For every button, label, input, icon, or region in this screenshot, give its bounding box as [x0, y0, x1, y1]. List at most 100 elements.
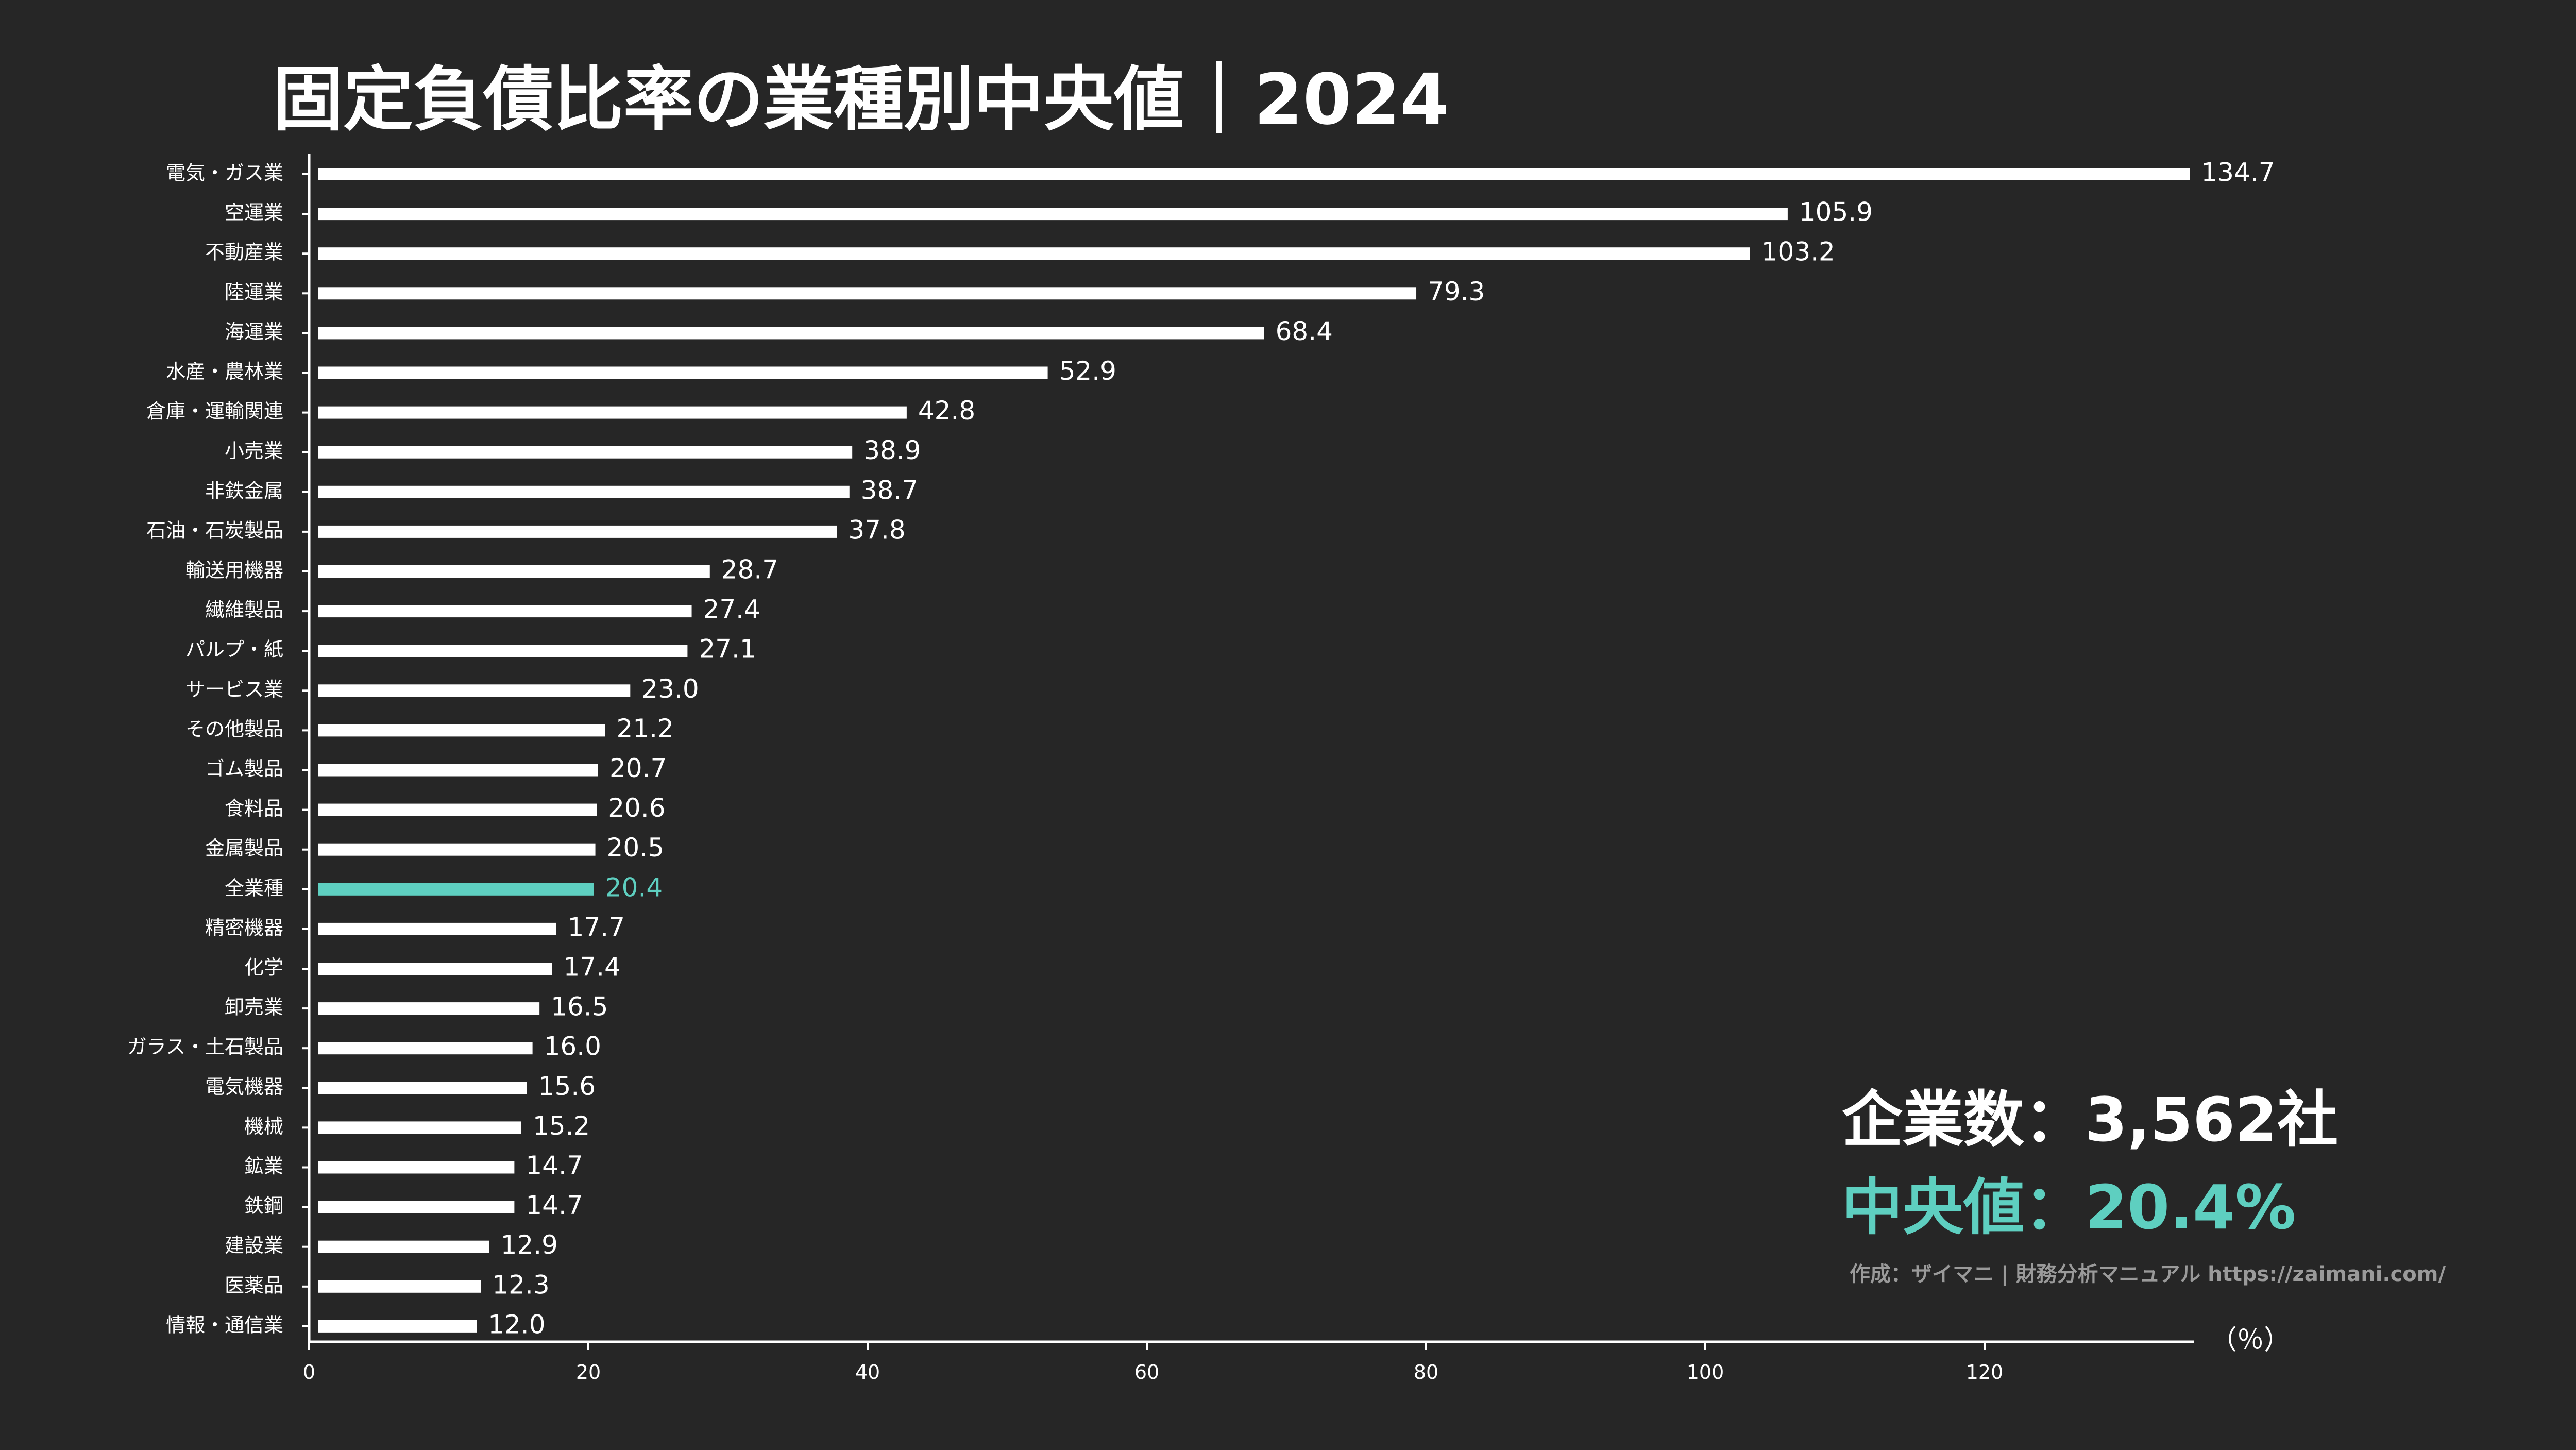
value-label: 103.2: [1761, 237, 1835, 267]
value-label: 42.8: [918, 396, 975, 426]
value-label: 20.5: [607, 833, 664, 863]
category-label: 金属製品: [205, 837, 283, 859]
value-label: 79.3: [1428, 277, 1485, 307]
value-label: 20.4: [605, 872, 663, 902]
category-label: 電気・ガス業: [166, 162, 283, 184]
value-label: 27.1: [699, 634, 756, 664]
bar: [318, 684, 631, 697]
bar: [318, 724, 605, 737]
bar: [318, 208, 1788, 221]
x-tick-label: 0: [303, 1361, 315, 1384]
bar: [318, 843, 596, 856]
x-tick-label: 40: [855, 1361, 880, 1384]
bar: [318, 565, 710, 578]
value-label: 14.7: [526, 1151, 583, 1181]
category-label: 繊維製品: [205, 599, 283, 621]
value-label: 14.7: [526, 1190, 583, 1220]
bar: [318, 446, 853, 459]
bar: [318, 1082, 527, 1094]
category-label: ガラス・土石製品: [127, 1036, 283, 1058]
value-label: 37.8: [848, 515, 905, 545]
bar: [318, 1280, 481, 1293]
category-label: 不動産業: [205, 241, 283, 264]
category-label: 建設業: [225, 1234, 283, 1257]
category-label: 陸運業: [225, 281, 283, 304]
value-label: 16.0: [544, 1032, 601, 1061]
bar: [318, 1320, 477, 1333]
median-text: 中央値：20.4%: [1842, 1172, 2296, 1243]
value-label: 105.9: [1799, 197, 1873, 227]
category-label: 水産・農林業: [166, 360, 283, 383]
category-label: サービス業: [185, 678, 283, 701]
x-tick-label: 120: [1966, 1361, 2004, 1384]
bar: [318, 922, 556, 935]
category-label: 全業種: [225, 876, 283, 899]
axes: [302, 154, 2194, 1343]
category-labels: 電気・ガス業空運業不動産業陸運業海運業水産・農林業倉庫・運輸関連小売業非鉄金属石…: [127, 162, 283, 1337]
bar: [318, 883, 594, 896]
value-label: 20.6: [608, 793, 665, 823]
category-label: 卸売業: [225, 996, 283, 1019]
bar: [318, 247, 1750, 260]
x-axis-unit-label: （％）: [2210, 1325, 2291, 1356]
value-label: 12.3: [492, 1270, 549, 1300]
value-label: 17.4: [564, 952, 621, 982]
company-count-text: 企業数：3,562社: [1842, 1084, 2338, 1155]
bar: [318, 1161, 515, 1174]
value-label: 23.0: [641, 674, 699, 704]
bar: [318, 1042, 533, 1055]
bar: [318, 366, 1048, 379]
bar: [318, 1002, 540, 1015]
bar: [318, 605, 692, 618]
category-label: パルプ・紙: [185, 638, 283, 661]
bar: [318, 485, 850, 498]
category-label: 鉄鋼: [244, 1194, 283, 1217]
bar: [318, 327, 1264, 340]
value-label: 12.9: [501, 1230, 558, 1260]
category-label: 情報・通信業: [166, 1313, 283, 1336]
category-label: 電気機器: [205, 1075, 283, 1098]
bar: [318, 168, 2190, 180]
category-label: 海運業: [225, 321, 283, 343]
category-label: 医薬品: [225, 1274, 283, 1296]
category-label: 輸送用機器: [185, 559, 283, 582]
bar: [318, 406, 907, 419]
chart-title: 固定負債比率の業種別中央値｜2024: [273, 59, 1449, 141]
value-label: 38.7: [861, 475, 918, 505]
value-label: 12.0: [488, 1309, 545, 1339]
category-label: 非鉄金属: [205, 479, 283, 502]
x-tick-label: 100: [1687, 1361, 1724, 1384]
value-label: 20.7: [609, 753, 667, 783]
category-label: 化学: [244, 956, 283, 979]
category-label: 機械: [244, 1115, 283, 1138]
bar: [318, 963, 552, 975]
bar: [318, 645, 688, 657]
category-label: 食料品: [225, 797, 283, 820]
category-label: 石油・石炭製品: [146, 519, 283, 542]
bar: [318, 525, 837, 538]
bar: [318, 1201, 515, 1213]
x-tick-label: 80: [1414, 1361, 1438, 1384]
value-label: 52.9: [1059, 356, 1116, 386]
bar: [318, 1240, 489, 1253]
value-label: 15.6: [538, 1071, 596, 1101]
x-tick-label: 60: [1134, 1361, 1159, 1384]
value-label: 28.7: [721, 555, 778, 585]
category-label: 小売業: [225, 440, 283, 462]
value-label: 134.7: [2201, 158, 2275, 188]
value-label: 38.9: [863, 435, 921, 465]
value-label: 27.4: [703, 595, 760, 625]
category-label: 精密機器: [205, 916, 283, 939]
bar: [318, 1121, 521, 1134]
category-label: ゴム製品: [205, 757, 283, 780]
value-label: 68.4: [1276, 316, 1333, 346]
value-label: 15.2: [533, 1111, 590, 1141]
value-labels: 134.7 105.9 103.2 79.3 68.4 52.9 42.8 38.9 38.7 3…: [488, 158, 2275, 1340]
bar: [318, 764, 598, 777]
x-tick-label: 20: [576, 1361, 601, 1384]
category-label: 鉱業: [244, 1155, 283, 1177]
credit-text: 作成：ザイマニ | 財務分析マニュアル https://zaimani.com/: [1850, 1262, 2446, 1287]
value-label: 16.5: [551, 992, 608, 1022]
